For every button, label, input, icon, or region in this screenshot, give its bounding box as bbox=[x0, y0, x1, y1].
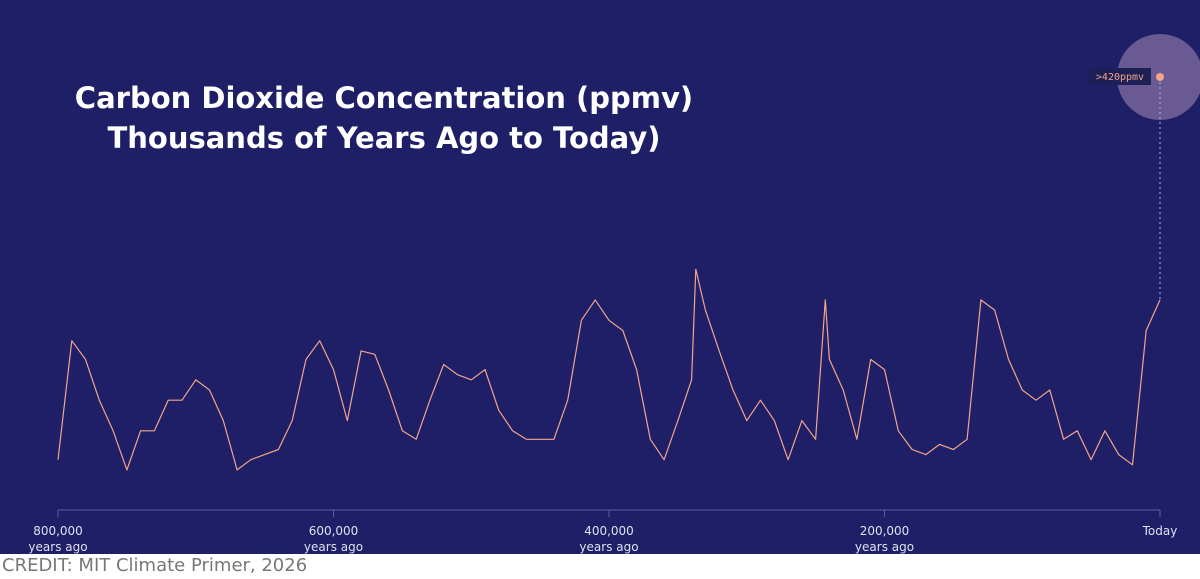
annotation-label-box bbox=[1089, 68, 1151, 85]
credit-text: CREDIT: MIT Climate Primer, 2026 bbox=[2, 555, 308, 576]
x-tick-label-sub: years ago bbox=[579, 540, 638, 554]
annotation-label: >420ppmv bbox=[1096, 72, 1144, 83]
x-tick-label: 400,000 bbox=[584, 524, 634, 538]
x-tick-label-sub: years ago bbox=[28, 540, 87, 554]
chart-title: Carbon Dioxide Concentration (ppmv) Thou… bbox=[0, 78, 768, 158]
x-tick-label: 800,000 bbox=[33, 524, 83, 538]
x-tick-label: 600,000 bbox=[309, 524, 359, 538]
title-line-1: Carbon Dioxide Concentration (ppmv) bbox=[74, 81, 694, 115]
co2-line-chart: 800,000 years ago 600,000 years ago 400,000 y… bbox=[28, 34, 1200, 554]
x-tick-label-sub: years ago bbox=[855, 540, 914, 554]
x-tick-label: Today bbox=[1142, 524, 1178, 538]
title-line-2: Thousands of Years Ago to Today) bbox=[107, 121, 661, 155]
co2-series-line bbox=[57, 268, 1161, 471]
annotation-dot bbox=[1156, 73, 1164, 81]
x-tick-label-sub: years ago bbox=[304, 540, 363, 554]
x-tick-label: 200,000 bbox=[860, 524, 910, 538]
chart-panel bbox=[0, 0, 1200, 554]
